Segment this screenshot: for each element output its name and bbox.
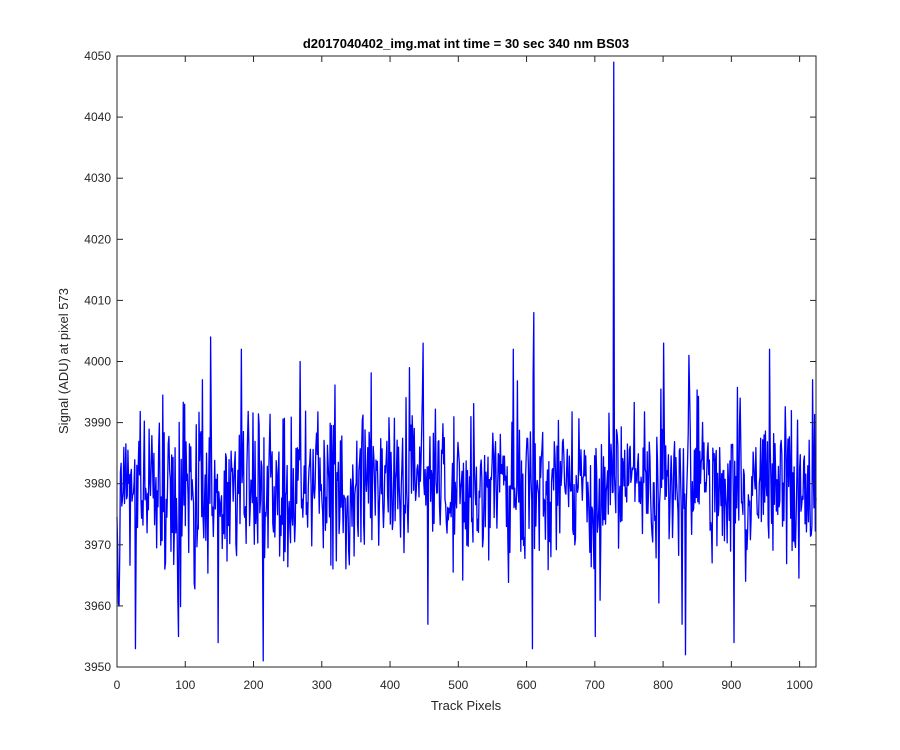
y-tick-label: 4050 [84,49,111,63]
x-tick-label: 1000 [786,678,813,692]
y-tick-label: 3960 [84,599,111,613]
y-tick-label: 3990 [84,416,111,430]
y-tick-label: 4010 [84,293,111,307]
x-tick-label: 200 [244,678,264,692]
series-layer [116,61,817,662]
x-tick-label: 500 [448,678,468,692]
chart-title: d2017040402_img.mat int time = 30 sec 34… [303,36,629,51]
axes-box [116,55,817,668]
y-tick-label: 3950 [84,660,111,674]
x-tick-label: 100 [175,678,195,692]
y-axis-label: Signal (ADU) at pixel 573 [56,288,71,434]
x-tick-label: 700 [585,678,605,692]
y-tick-label: 4040 [84,110,111,124]
y-tick-label: 4030 [84,171,111,185]
y-tick-label: 3980 [84,477,111,491]
x-tick-label: 400 [380,678,400,692]
series-line-0 [116,61,817,662]
ticks-layer: 0 100 200 300 400 500 600 700 800 900 1000 3950 3960… [84,49,816,692]
x-tick-label: 300 [312,678,332,692]
y-tick-label: 3970 [84,538,111,552]
x-tick-label: 900 [721,678,741,692]
x-tick-label: 600 [517,678,537,692]
y-tick-label: 4000 [84,355,111,369]
x-tick-label: 0 [114,678,121,692]
y-tick-label: 4020 [84,232,111,246]
x-tick-label: 800 [653,678,673,692]
x-axis-label: Track Pixels [431,698,502,713]
